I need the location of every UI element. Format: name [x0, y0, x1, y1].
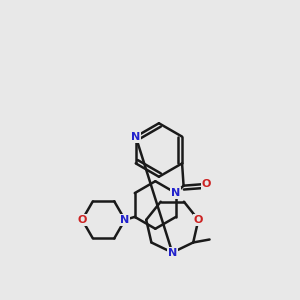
Text: N: N	[131, 132, 140, 142]
Text: N: N	[120, 215, 130, 225]
Text: O: O	[77, 215, 87, 225]
Text: O: O	[194, 215, 203, 225]
Text: N: N	[168, 248, 177, 257]
Text: N: N	[171, 188, 181, 198]
Text: O: O	[202, 179, 211, 189]
